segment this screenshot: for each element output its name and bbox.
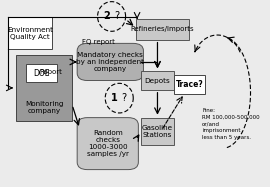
Text: Random
checks
1000-3000
samples /yr: Random checks 1000-3000 samples /yr — [87, 130, 129, 157]
Text: Mandatory checks
by an independent
company: Mandatory checks by an independent compa… — [76, 52, 144, 72]
FancyBboxPatch shape — [141, 118, 174, 145]
Text: ?: ? — [122, 93, 127, 103]
Text: Environment
Quality Act: Environment Quality Act — [7, 27, 53, 40]
FancyBboxPatch shape — [8, 17, 52, 49]
FancyBboxPatch shape — [174, 75, 205, 94]
FancyBboxPatch shape — [26, 64, 57, 82]
Text: Depots: Depots — [145, 77, 170, 84]
FancyBboxPatch shape — [136, 19, 189, 40]
Text: 1: 1 — [111, 93, 117, 103]
FancyBboxPatch shape — [77, 118, 138, 170]
Text: ?: ? — [114, 11, 119, 22]
Text: Gasoline
Stations: Gasoline Stations — [142, 125, 173, 138]
Text: Refineries/Imports: Refineries/Imports — [131, 27, 194, 33]
Text: FQ report: FQ report — [82, 39, 115, 45]
Text: Fine:
RM 100,000-500,000
or/and
imprisonment
less than 5 years.: Fine: RM 100,000-500,000 or/and imprison… — [202, 108, 260, 140]
FancyBboxPatch shape — [77, 43, 143, 81]
Text: 2: 2 — [103, 11, 110, 22]
Text: Report: Report — [39, 69, 62, 75]
FancyBboxPatch shape — [16, 55, 72, 121]
FancyBboxPatch shape — [141, 71, 174, 90]
Text: DOE: DOE — [33, 69, 50, 78]
Text: Monitoring
company: Monitoring company — [25, 101, 63, 114]
Text: Trace?: Trace? — [176, 80, 203, 89]
